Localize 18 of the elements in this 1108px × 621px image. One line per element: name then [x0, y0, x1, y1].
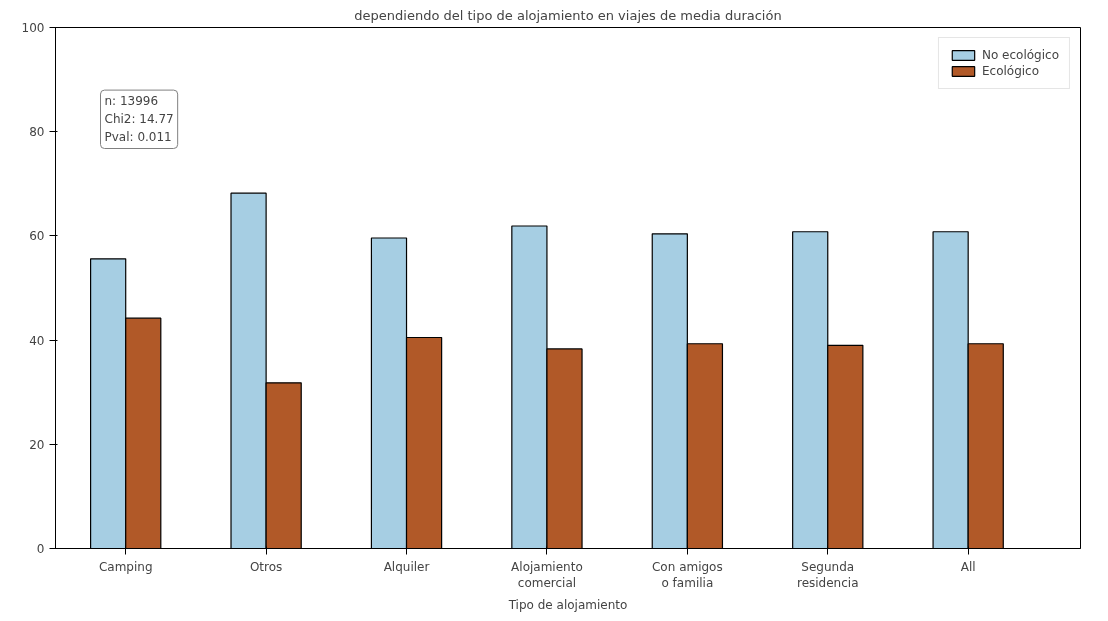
y-tick-label: 100	[21, 21, 45, 35]
x-tick-label: Alquiler	[383, 559, 430, 574]
x-tick-label: All	[960, 559, 976, 574]
x-axis-title: Tipo de alojamiento	[507, 598, 628, 613]
legend-label: No ecológico	[981, 48, 1059, 62]
x-tick-label: Camping	[98, 559, 153, 574]
x-tick-label: Segunda residencia	[797, 559, 859, 591]
x-tick-label: Otros	[249, 559, 283, 574]
legend-label: Ecológico	[981, 64, 1040, 78]
y-tick-label: 0	[36, 542, 45, 556]
y-tick-label: 40	[29, 333, 45, 348]
y-tick-label: 80	[29, 125, 45, 140]
y-tick-label: 60	[29, 229, 45, 244]
y-tick-label: 20	[29, 437, 45, 452]
x-tick-label: Con amigos o familia	[651, 559, 723, 591]
chart-title: dependiendo del tipo de alojamiento en viajes de media duración	[354, 7, 782, 23]
annotation: n: 13996 Chi2: 14.77 Pval: 0.011	[104, 94, 174, 145]
x-tick-label: Alojamiento comercial	[511, 559, 583, 591]
